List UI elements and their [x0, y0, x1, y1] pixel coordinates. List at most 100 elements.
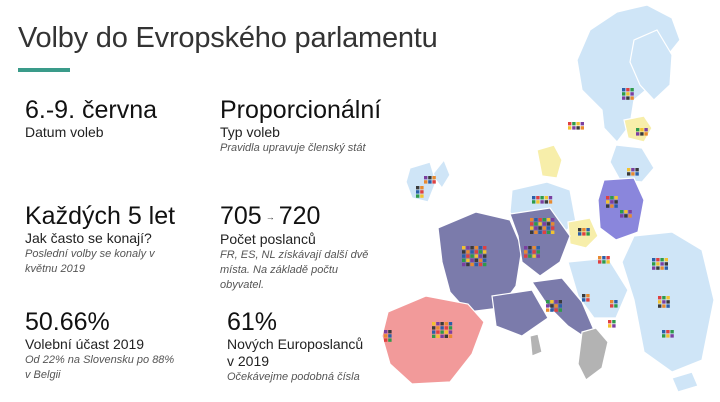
seat-marker — [558, 300, 562, 304]
seat-marker — [432, 176, 436, 180]
seat-marker — [606, 204, 610, 208]
seat-marker-grid — [658, 296, 670, 308]
region-finland — [629, 29, 673, 101]
seat-marker — [610, 300, 614, 304]
seat-marker — [546, 308, 550, 312]
seat-marker — [524, 246, 528, 250]
seat-marker — [432, 330, 436, 334]
seat-marker — [444, 322, 448, 326]
seat-marker — [448, 334, 453, 338]
seat-marker — [630, 96, 634, 100]
seat-marker — [602, 256, 606, 260]
seat-marker — [466, 258, 470, 262]
seat-marker — [586, 228, 590, 232]
seat-marker — [420, 190, 424, 194]
seat-marker — [598, 260, 602, 264]
seat-marker-grid — [546, 300, 562, 312]
seat-marker — [624, 214, 628, 218]
seat-marker — [622, 92, 626, 96]
seat-marker-grid — [610, 300, 618, 308]
seat-markers — [384, 88, 674, 342]
seat-marker — [432, 334, 436, 338]
stat-frequency-value: Každých 5 let — [25, 202, 176, 230]
seat-marker — [628, 214, 632, 218]
seat-marker — [470, 262, 474, 267]
seat-marker — [658, 296, 662, 300]
seat-marker — [610, 304, 614, 308]
seat-marker — [622, 96, 626, 100]
seat-marker — [608, 324, 612, 328]
seat-marker — [610, 204, 614, 208]
seat-marker-grid — [620, 210, 632, 218]
seat-marker — [388, 334, 392, 338]
seat-marker — [640, 132, 644, 136]
seat-marker — [664, 262, 668, 266]
seat-marker — [550, 308, 554, 312]
seat-marker — [630, 88, 634, 92]
title-accent-bar — [18, 68, 70, 72]
seat-marker — [532, 246, 536, 250]
seat-marker — [572, 122, 576, 126]
region-spain — [381, 295, 485, 385]
seat-marker — [384, 330, 388, 334]
seat-marker — [546, 230, 551, 234]
seat-marker — [448, 330, 453, 334]
seat-marker — [478, 250, 483, 254]
seat-marker-grid — [462, 246, 487, 267]
stat-seats: 705 → 720 Počet poslanců FR, ES, NL získáv… — [220, 202, 370, 293]
region-sardinia — [529, 333, 543, 357]
seat-marker — [436, 322, 440, 326]
seat-marker — [466, 250, 470, 254]
seat-marker — [478, 254, 483, 258]
seat-marker — [576, 126, 580, 130]
seat-marker — [640, 128, 644, 132]
seat-marker — [666, 304, 670, 308]
seat-marker — [627, 168, 631, 172]
seat-marker — [550, 304, 554, 308]
seat-marker — [582, 232, 586, 236]
seat-marker — [612, 320, 616, 324]
seat-marker — [554, 308, 558, 312]
seat-marker — [606, 200, 610, 204]
stat-new-meps: 61% Nových Europoslanců v 2019 Očekávejm… — [227, 308, 372, 385]
seat-marker — [666, 334, 670, 338]
seat-marker — [606, 256, 610, 260]
seat-marker-grid — [598, 256, 610, 264]
seat-marker — [538, 218, 542, 222]
page-title: Volby do Evropského parlamentu — [18, 22, 438, 54]
seat-marker — [576, 122, 580, 126]
region-sweden-yellow — [536, 144, 563, 179]
stat-type: Proporcionální Typ voleb Pravidla upravu… — [220, 96, 381, 156]
region-central — [509, 207, 571, 277]
seat-marker — [530, 226, 534, 230]
seat-marker — [466, 254, 470, 258]
seat-marker — [631, 168, 635, 172]
seat-marker — [636, 132, 640, 136]
seat-marker — [586, 298, 590, 302]
seat-marker — [420, 194, 424, 198]
seat-marker — [540, 200, 544, 204]
seat-marker — [586, 294, 590, 298]
stat-new-meps-value: 61% — [227, 308, 278, 336]
seat-marker — [466, 246, 470, 250]
seat-marker-grid — [627, 168, 639, 176]
seat-marker — [551, 218, 555, 222]
seat-marker — [420, 186, 424, 190]
seat-marker-grid — [582, 294, 590, 302]
seat-marker — [542, 218, 546, 222]
seat-marker — [428, 180, 432, 184]
seat-marker — [388, 330, 392, 334]
seat-marker — [546, 226, 551, 230]
seat-marker — [652, 258, 656, 262]
seat-marker — [538, 230, 542, 234]
seat-marker — [550, 300, 554, 304]
seat-marker — [580, 122, 584, 126]
seat-marker — [666, 330, 670, 334]
stat-date-value: 6.-9. června — [25, 96, 158, 124]
seat-marker — [631, 172, 635, 176]
seat-marker — [627, 172, 631, 176]
seat-marker — [636, 128, 640, 132]
seat-marker — [656, 262, 660, 266]
seat-marker — [660, 266, 664, 270]
seat-marker — [551, 222, 555, 226]
